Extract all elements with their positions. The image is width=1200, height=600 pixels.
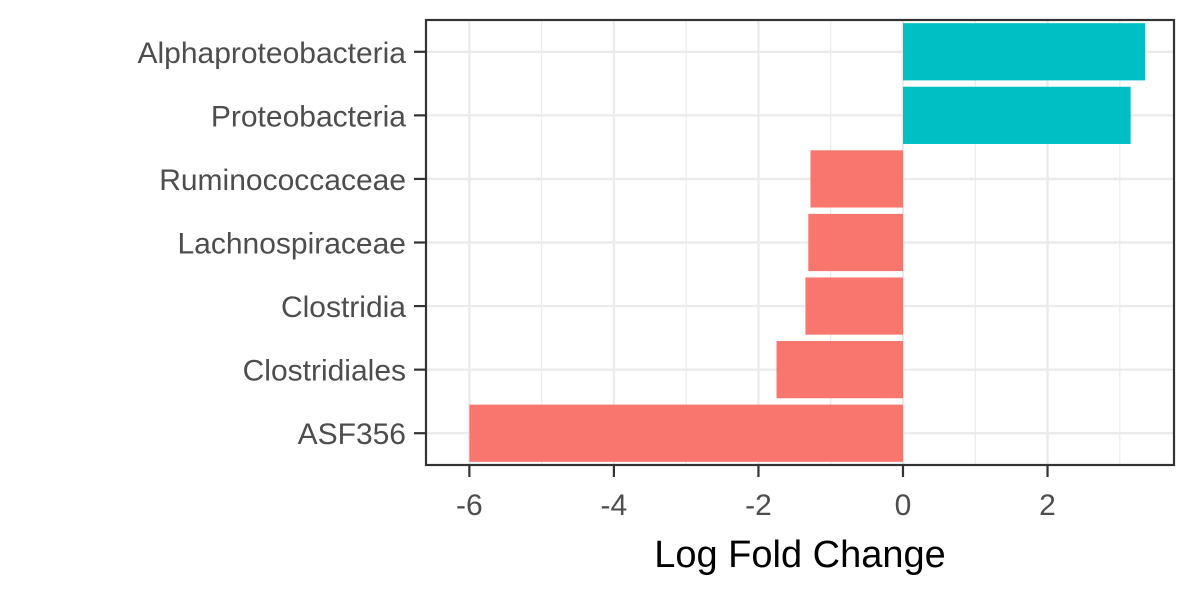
- bars: [469, 23, 1146, 462]
- bar-asf356: [469, 404, 903, 462]
- x-tick-label: -2: [745, 489, 772, 522]
- y-tick-label: Clostridia: [281, 291, 406, 324]
- y-tick-label: Proteobacteria: [211, 100, 406, 133]
- x-axis-title: Log Fold Change: [654, 534, 946, 576]
- x-tick-label: 2: [1039, 489, 1056, 522]
- bar-lachnospiraceae: [808, 213, 903, 272]
- bar-clostridiales: [776, 341, 903, 399]
- x-axis-ticks: -6 -4 -2 0 2: [456, 465, 1056, 522]
- bar-ruminococcaceae: [810, 150, 903, 208]
- y-axis-ticks: Alphaproteobacteria Proteobacteria Ruminoc…: [137, 37, 426, 451]
- y-tick-label: Alphaproteobacteria: [137, 37, 406, 70]
- y-tick-label: Clostridiales: [243, 355, 406, 388]
- y-tick-label: Ruminococcaceae: [159, 164, 406, 197]
- bar-clostridia: [805, 277, 903, 335]
- x-tick-label: 0: [895, 489, 912, 522]
- x-tick-label: -4: [601, 489, 628, 522]
- bar-alphaproteobacteria: [902, 23, 1146, 81]
- y-tick-label: ASF356: [298, 418, 406, 451]
- y-tick-label: Lachnospiraceae: [177, 228, 406, 261]
- x-tick-label: -6: [456, 489, 483, 522]
- bar-proteobacteria: [902, 86, 1131, 144]
